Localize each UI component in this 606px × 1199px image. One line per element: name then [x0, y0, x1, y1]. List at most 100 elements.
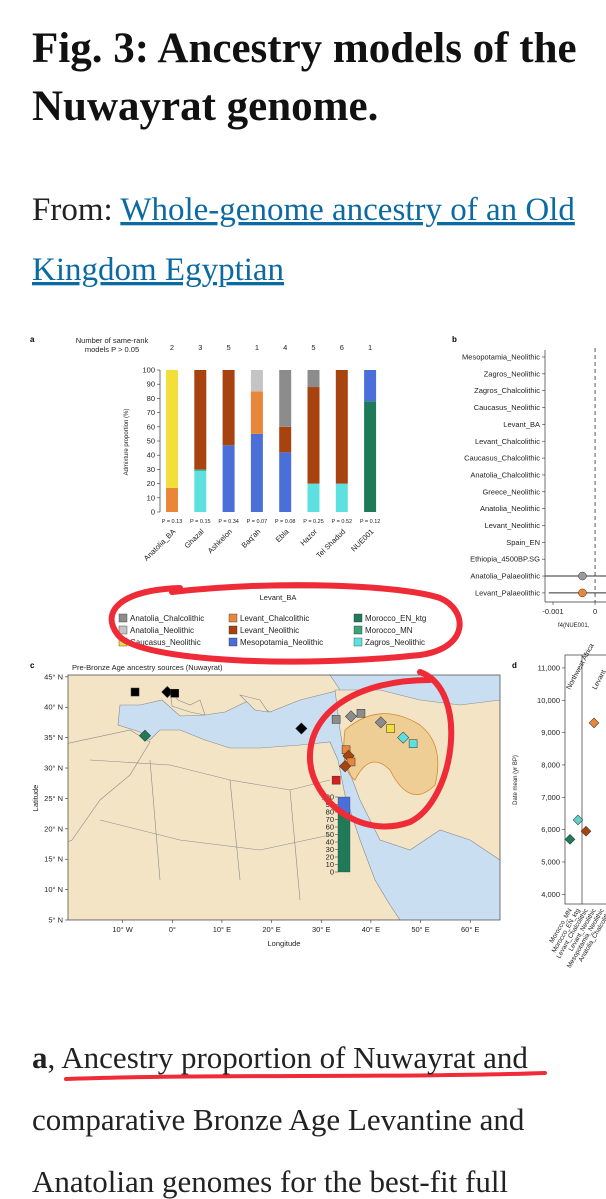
x-tick-label: 0° [169, 925, 176, 934]
bar-segment [222, 370, 235, 446]
sample-marker [345, 710, 358, 723]
y-tick-label: 70 [147, 408, 155, 417]
y-tick-label: 10 [147, 493, 155, 502]
x-axis-label: Longitude [268, 939, 301, 948]
x-tick-label: 30° E [312, 925, 330, 934]
from-text: From: Whole-genome ancestry of an Old [32, 192, 575, 228]
y-tick-label: 30 [147, 465, 155, 474]
inset-tick-label: 80 [326, 808, 334, 817]
sample-marker [170, 688, 180, 698]
y-tick-label: Greece_Neolithic [482, 487, 540, 496]
y-tick-label: Zagros_Chalcolithic [474, 386, 540, 395]
y-tick-label: 45° N [44, 672, 63, 681]
caption-line: Anatolian genomes for the best-fit full [32, 1164, 508, 1199]
inset-tick-label: 40 [326, 838, 334, 847]
legend-swatch [118, 625, 128, 635]
count-label: 5 [227, 343, 231, 352]
sample-marker [386, 724, 396, 733]
bar-segment [279, 452, 292, 512]
sample-marker [295, 722, 308, 735]
bar-segment [279, 426, 292, 453]
bar-segment [335, 370, 348, 484]
y-tick-label: 40° N [44, 703, 63, 712]
plot-frame [564, 654, 606, 905]
y-tick-label: 9,000 [541, 728, 560, 737]
legend-label: Morocco_EN_ktg [365, 614, 426, 623]
x-axis-label: f4(NUE001, [558, 623, 590, 629]
count-label: 3 [198, 343, 202, 352]
bar-segment [166, 370, 178, 488]
y-tick-label: Levant_BA [503, 420, 540, 429]
y-tick-label: 90 [147, 380, 155, 389]
inset-tick-label: 60 [326, 823, 334, 832]
caption-lead: a [32, 1040, 48, 1075]
y-tick-label: 35° N [44, 733, 63, 742]
sample-marker [161, 686, 174, 699]
y-tick-label: 100 [142, 366, 155, 375]
legend-swatch [353, 613, 363, 623]
legend-label: Caucasus_Neolithic [130, 638, 201, 647]
y-tick-label: 30° N [44, 764, 63, 773]
y-tick-label: 20 [147, 479, 155, 488]
y-tick-label: 80 [147, 394, 155, 403]
caption-line: comparative Bronze Age Levantine and [32, 1102, 525, 1137]
legend-label: Morocco_MN [365, 626, 413, 635]
point [564, 834, 576, 845]
bar-segment [194, 370, 207, 470]
y-tick-label: 10° N [44, 885, 63, 894]
y-tick-label: 15° N [44, 855, 63, 864]
count-label: 4 [283, 343, 287, 352]
inset-tick-label: 20 [326, 853, 334, 862]
bar-segment [250, 370, 263, 392]
inset-tick-label: 0 [330, 868, 334, 877]
top-label: Number of same-rank [76, 336, 149, 345]
y-tick-label: Anatolia_Chalcolithic [470, 470, 540, 479]
from-label: From: [32, 192, 113, 228]
sample-marker [331, 775, 341, 785]
x-tick-label: -0.001 [542, 607, 563, 616]
x-tick-label: 20° E [262, 925, 280, 934]
legend-label: Levant_Chalcolithic [240, 614, 309, 623]
sample-marker [346, 757, 356, 767]
legend-swatch [118, 613, 128, 623]
panel-label: d [512, 661, 517, 670]
map-frame [67, 674, 501, 921]
point [578, 571, 587, 581]
caption-line: a, Ancestry proportion of Nuwayrat and [32, 1040, 528, 1075]
count-label: 1 [255, 343, 259, 352]
legend-label: Anatolia_Neolithic [130, 626, 194, 635]
y-tick-label: 40 [147, 451, 155, 460]
point [580, 825, 592, 837]
p-label: P = 0.12 [360, 519, 381, 525]
panel-label: c [30, 661, 35, 670]
y-tick-label: Zagros_Neolithic [484, 369, 541, 378]
y-tick-label: 20° N [44, 824, 63, 833]
y-tick-label: 0 [151, 508, 155, 517]
y-tick-label: Levant_Palaeolithic [475, 588, 540, 597]
y-tick-label: 6,000 [541, 825, 560, 834]
fertile-crescent [343, 713, 439, 795]
p-label: P = 0.07 [247, 519, 268, 525]
map-title: Pre-Bronze Age ancestry sources (Nuwayra… [72, 663, 223, 672]
caption-text: , Ancestry proportion of Nuwayrat and [48, 1040, 529, 1075]
legend-swatch [353, 625, 363, 635]
inset-tick-label: 70 [326, 815, 334, 824]
count-label: 5 [311, 343, 315, 352]
p-label: P = 0.15 [190, 519, 211, 525]
red-annotation [108, 582, 463, 665]
sample-marker [397, 731, 410, 744]
p-label: P = 0.34 [218, 519, 239, 525]
article-link[interactable]: Whole-genome ancestry of an Old [120, 192, 575, 228]
article-link[interactable]: Kingdom Egyptian [32, 252, 284, 288]
legend-swatch [228, 625, 238, 635]
p-label: P = 0.08 [275, 519, 296, 525]
bar-segment [364, 370, 377, 402]
legend-label: Anatolia_Chalcolithic [130, 614, 204, 623]
p-label: P = 0.52 [332, 519, 353, 525]
y-tick-label: 11,000 [538, 663, 560, 672]
bar-segment [166, 487, 178, 512]
x-tick-label: 60° E [461, 925, 479, 934]
p-label: P = 0.25 [303, 519, 324, 525]
sample-marker [130, 687, 140, 697]
